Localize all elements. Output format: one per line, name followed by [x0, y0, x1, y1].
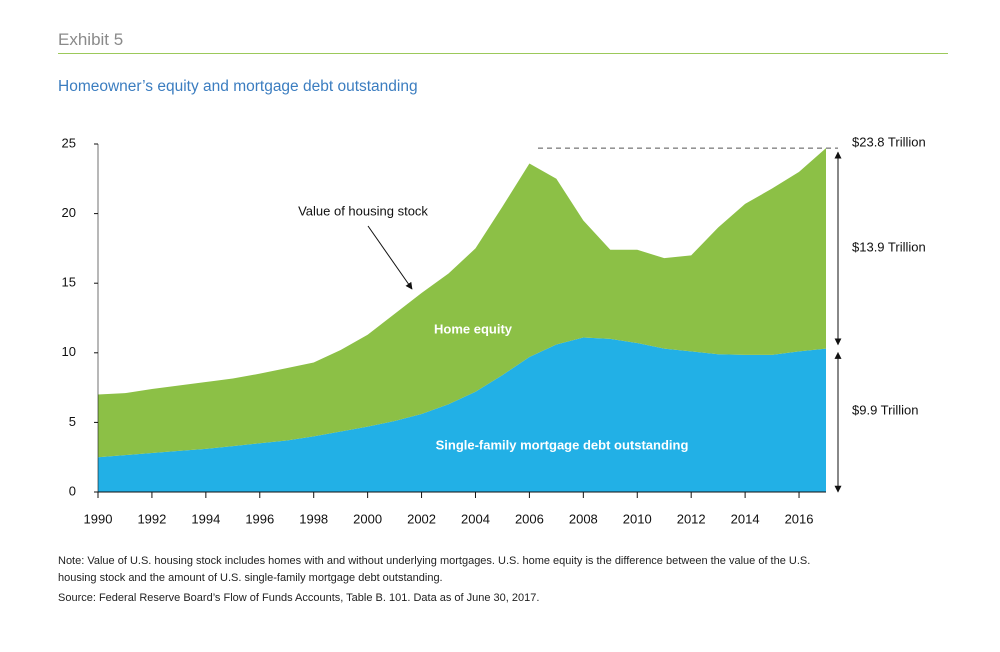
- area: [98, 148, 826, 458]
- exhibit-label: Exhibit 5: [58, 30, 124, 49]
- x-tick-label: 2010: [623, 511, 652, 526]
- y-tick-label: 20: [62, 205, 76, 220]
- y-tick-label: 15: [62, 275, 76, 290]
- x-tick-label: 1992: [137, 511, 166, 526]
- y-tick-label: 10: [62, 344, 76, 359]
- y-tick-label: 0: [69, 483, 76, 498]
- source: Source: Federal Reserve Board’s Flow of …: [58, 592, 540, 604]
- x-tick-label: 2000: [353, 511, 382, 526]
- area-label: Single-family mortgage debt outstanding: [436, 437, 689, 452]
- annotation: $9.9 Trillion: [852, 402, 918, 417]
- annotation: $23.8 Trillion: [852, 134, 926, 149]
- annotation: $13.9 Trillion: [852, 239, 926, 254]
- x-tick-label: 1990: [84, 511, 113, 526]
- annotation: Value of housing stock: [298, 203, 428, 218]
- y-tick-label: 25: [62, 135, 76, 150]
- x-tick-label: 1994: [191, 511, 220, 526]
- x-tick-label: 2016: [785, 511, 814, 526]
- chart-title: Homeowner’s equity and mortgage debt out…: [58, 78, 418, 95]
- area: [98, 337, 826, 492]
- annotation-arrow: [367, 225, 413, 290]
- x-tick-label: 2002: [407, 511, 436, 526]
- x-tick-label: 1998: [299, 511, 328, 526]
- y-tick-label: 5: [69, 414, 76, 429]
- area-label: Home equity: [434, 321, 513, 336]
- x-tick-label: 2008: [569, 511, 598, 526]
- header-rule: [58, 53, 948, 54]
- x-tick-label: 2012: [677, 511, 706, 526]
- x-tick-label: 2004: [461, 511, 490, 526]
- x-tick-label: 2014: [731, 511, 760, 526]
- x-tick-label: 2006: [515, 511, 544, 526]
- note: Note: Value of U.S. housing stock includ…: [58, 555, 811, 584]
- x-tick-label: 1996: [245, 511, 274, 526]
